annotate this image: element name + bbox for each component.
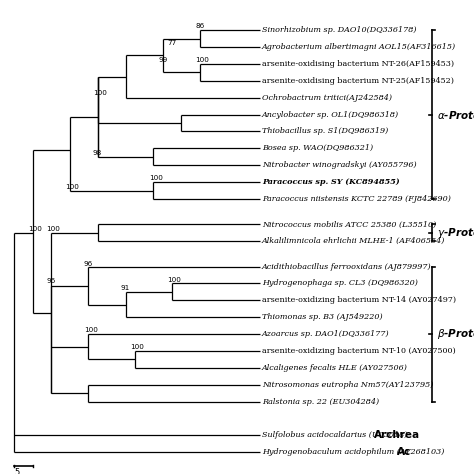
Text: Thiomonas sp. B3 (AJ549220): Thiomonas sp. B3 (AJ549220)	[262, 313, 383, 321]
Text: 5: 5	[14, 468, 19, 474]
Text: Ralstonia sp. 22 (EU304284): Ralstonia sp. 22 (EU304284)	[262, 398, 379, 406]
Text: Nitrococcus mobilis ATCC 25380 (L35510): Nitrococcus mobilis ATCC 25380 (L35510)	[262, 220, 437, 228]
Text: Ac: Ac	[397, 447, 411, 457]
Text: 100: 100	[84, 327, 98, 333]
Text: 96: 96	[84, 261, 93, 266]
Text: Agrobacterium albertimagni AOL15(AF316615): Agrobacterium albertimagni AOL15(AF31661…	[262, 43, 456, 51]
Text: $\gamma$-Proteo: $\gamma$-Proteo	[437, 226, 474, 240]
Text: Hydrogenophaga sp. CL3 (DQ986320): Hydrogenophaga sp. CL3 (DQ986320)	[262, 280, 418, 287]
Text: 100: 100	[167, 277, 181, 283]
Text: arsenite-oxidising bacterium NT-26(AF159453): arsenite-oxidising bacterium NT-26(AF159…	[262, 60, 454, 68]
Text: 98: 98	[93, 150, 102, 156]
Text: Bosea sp. WAO(DQ986321): Bosea sp. WAO(DQ986321)	[262, 144, 373, 152]
Text: arsenite-oxidizing bacterium NT-10 (AY027500): arsenite-oxidizing bacterium NT-10 (AY02…	[262, 347, 456, 355]
Text: Paracoccus niistensis KCTC 22789 (FJ842690): Paracoccus niistensis KCTC 22789 (FJ8426…	[262, 195, 451, 203]
Text: 77: 77	[167, 40, 177, 46]
Text: 100: 100	[195, 57, 209, 63]
Text: 96: 96	[46, 278, 56, 284]
Text: arsenite-oxidizing bacterium NT-14 (AY027497): arsenite-oxidizing bacterium NT-14 (AY02…	[262, 296, 456, 304]
Text: $\alpha$-Prote: $\alpha$-Prote	[437, 109, 474, 120]
Text: Hydrogenobaculum acidophilum (AY268103): Hydrogenobaculum acidophilum (AY268103)	[262, 448, 445, 456]
Text: Ancylobacter sp. OL1(DQ986318): Ancylobacter sp. OL1(DQ986318)	[262, 110, 399, 118]
Text: Ochrobactrum tritici(AJ242584): Ochrobactrum tritici(AJ242584)	[262, 94, 392, 101]
Text: Alkalilimnicola ehrlichii MLHE-1 (AF406554): Alkalilimnicola ehrlichii MLHE-1 (AF4065…	[262, 237, 446, 245]
Text: arsenite-oxidising bacterium NT-25(AF159452): arsenite-oxidising bacterium NT-25(AF159…	[262, 77, 454, 85]
Text: 100: 100	[93, 90, 107, 96]
Text: Archrea: Archrea	[374, 430, 419, 440]
Text: Thiobacillus sp. S1(DQ986319): Thiobacillus sp. S1(DQ986319)	[262, 128, 388, 136]
Text: Sinorhizobium sp. DAO10(DQ336178): Sinorhizobium sp. DAO10(DQ336178)	[262, 26, 417, 34]
Text: 100: 100	[65, 184, 79, 190]
Text: Azoarcus sp. DAO1(DQ336177): Azoarcus sp. DAO1(DQ336177)	[262, 330, 390, 338]
Text: Acidithiobacillus ferrooxidans (AJ879997): Acidithiobacillus ferrooxidans (AJ879997…	[262, 263, 432, 271]
Text: Paracoccus sp. SY (KC894855): Paracoccus sp. SY (KC894855)	[262, 178, 400, 186]
Text: Alcaligenes fecalis HLE (AY027506): Alcaligenes fecalis HLE (AY027506)	[262, 364, 408, 372]
Text: 86: 86	[195, 23, 204, 29]
Text: Nitrosomonas eutropha Nm57(AY123795): Nitrosomonas eutropha Nm57(AY123795)	[262, 381, 433, 389]
Text: 100: 100	[28, 226, 42, 232]
Text: 100: 100	[149, 175, 163, 181]
Text: Nitrobacter winogradskyi (AY055796): Nitrobacter winogradskyi (AY055796)	[262, 161, 417, 169]
Text: 100: 100	[46, 226, 60, 232]
Text: 99: 99	[158, 57, 167, 63]
Text: $\beta$-Protec: $\beta$-Protec	[437, 327, 474, 341]
Text: Sulfolobus acidocaldarius (U05018): Sulfolobus acidocaldarius (U05018)	[262, 431, 408, 439]
Text: 100: 100	[130, 344, 144, 350]
Text: 91: 91	[121, 285, 130, 291]
